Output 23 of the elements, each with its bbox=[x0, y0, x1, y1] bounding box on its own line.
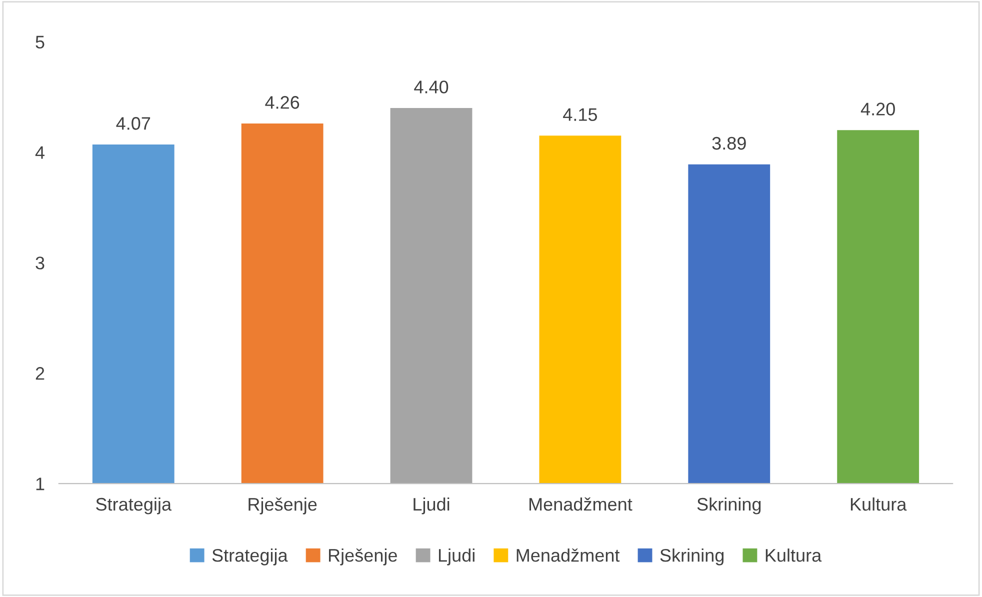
x-tick-label: Kultura bbox=[850, 497, 907, 511]
y-tick-label: 1 bbox=[36, 478, 44, 490]
text: 4.40 bbox=[414, 80, 448, 94]
x-tick-label: Ljudi bbox=[414, 497, 450, 514]
text: 4.20 bbox=[860, 102, 895, 116]
x-tick-label: Strategija bbox=[96, 497, 172, 514]
legend-label: Menadžment bbox=[516, 548, 620, 562]
y-tick-label: 4 bbox=[35, 146, 45, 159]
legend-label: Rješenje bbox=[329, 548, 397, 566]
x-tick-label: Rješenje bbox=[248, 497, 317, 514]
x-tick-label: Menadžment bbox=[529, 497, 632, 511]
text: 4.07 bbox=[116, 117, 150, 130]
text: 4.26 bbox=[265, 96, 300, 109]
legend-label: Strategija bbox=[212, 548, 288, 566]
text: 4.15 bbox=[563, 108, 598, 121]
y-tick-label: 5 bbox=[36, 36, 44, 49]
legend-label: Kultura bbox=[766, 548, 822, 562]
y-tick-label: 2 bbox=[36, 367, 44, 380]
legend-label: Skrining bbox=[660, 548, 724, 566]
y-tick-label: 3 bbox=[36, 256, 44, 270]
x-tick-label: Skrining bbox=[697, 497, 761, 514]
legend-label: Ljudi bbox=[438, 548, 474, 566]
text: 3.89 bbox=[712, 136, 746, 150]
